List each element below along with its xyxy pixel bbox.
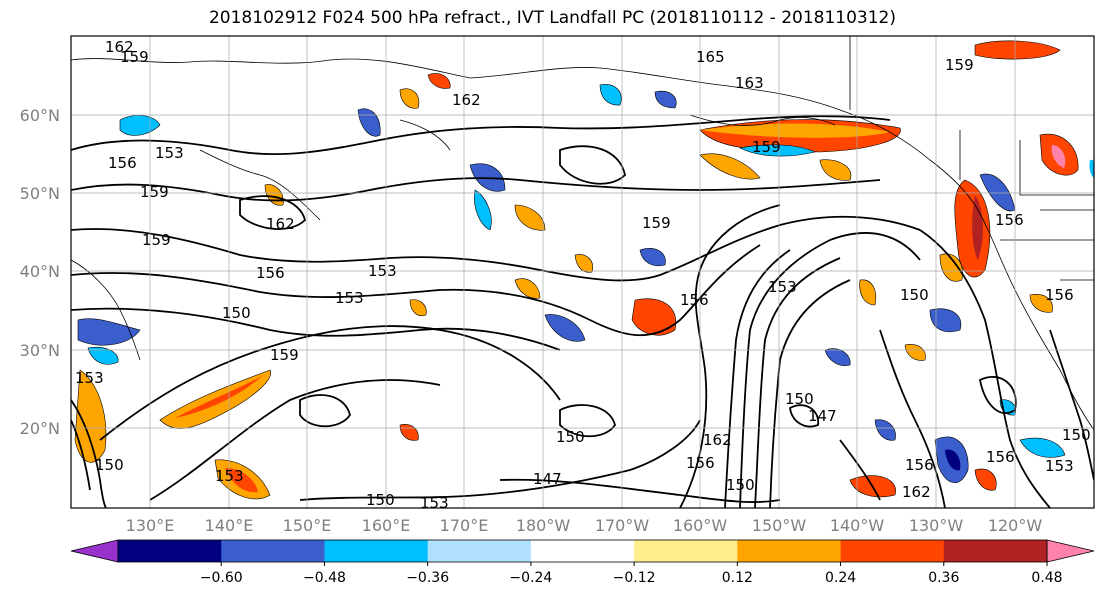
lon-tick-label: 140°E	[205, 516, 254, 535]
contour-label: 162	[452, 91, 481, 109]
lon-tick-label: 150°W	[752, 516, 807, 535]
contour-label: 153	[335, 289, 364, 307]
lon-tick-label: 140°W	[830, 516, 885, 535]
contour-label: 147	[808, 407, 837, 425]
contour-label: 150	[1062, 426, 1091, 444]
contour-label: 162	[703, 431, 732, 449]
colorbar-tick-label: −0.36	[406, 570, 449, 586]
lon-tick-label: 150°E	[283, 516, 332, 535]
map-title: 2018102912 F024 500 hPa refract., IVT La…	[208, 8, 896, 28]
contour-label: 163	[735, 74, 764, 92]
colorbar-extend-low	[70, 539, 119, 563]
contour-label: 150	[726, 476, 755, 494]
contour-label: 153	[155, 144, 184, 162]
colorbar-tick-label: −0.24	[509, 570, 552, 586]
contour-label: 153	[215, 467, 244, 485]
colorbar-segment	[634, 540, 738, 562]
contour-label: 156	[995, 211, 1024, 229]
lon-tick-label: 170°W	[595, 516, 650, 535]
lat-tick-label: 60°N	[20, 106, 60, 125]
colorbar-segment	[427, 540, 532, 562]
contour-label: 150	[556, 428, 585, 446]
lon-tick-label: 130°E	[126, 516, 175, 535]
colorbar-tick-label: 0.48	[1031, 570, 1062, 586]
colorbar-tick-label: 0.12	[722, 570, 753, 586]
colorbar-tick-label: −0.12	[613, 570, 656, 586]
contour-label: 159	[120, 48, 149, 66]
contour-label: 159	[945, 56, 974, 74]
lat-tick-label: 20°N	[20, 419, 60, 438]
contour-label: 153	[368, 262, 397, 280]
lat-tick-label: 30°N	[20, 341, 60, 360]
colorbar-segment	[943, 540, 1048, 562]
contour-label: 150	[900, 286, 929, 304]
contour-layer	[71, 115, 1094, 508]
contour-label: 162	[105, 38, 134, 56]
map-frame	[70, 35, 1095, 509]
colorbar-segment	[840, 540, 945, 562]
coastline-layer	[71, 36, 1094, 431]
lon-tick-label: 160°E	[362, 516, 411, 535]
longitude-axis: 130°E 140°E 150°E 160°E 170°E 180°W 170°…	[126, 516, 1043, 535]
colorbar-tick-label: 0.36	[928, 570, 959, 586]
contour-label: 153	[420, 494, 449, 512]
lat-tick-label: 40°N	[20, 262, 60, 281]
contour-label: 159	[142, 231, 171, 249]
contour-label: 162	[266, 215, 295, 233]
contour-label: 159	[270, 346, 299, 364]
lon-tick-label: 160°W	[673, 516, 728, 535]
colorbar-segment	[118, 540, 222, 562]
contour-label: 153	[768, 278, 797, 296]
colorbar-tick-label: −0.48	[303, 570, 346, 586]
colorbar-extend-high	[1046, 539, 1095, 563]
colorbar-segment	[221, 540, 325, 562]
contour-label: 156	[256, 264, 285, 282]
lon-tick-label: 170°E	[440, 516, 489, 535]
colorbar-segment	[737, 540, 842, 562]
contour-label: 156	[680, 291, 709, 309]
contour-label: 150	[366, 491, 395, 509]
contour-label: 156	[1045, 286, 1074, 304]
lon-tick-label: 120°W	[988, 516, 1043, 535]
contour-label: 153	[75, 369, 104, 387]
contour-label: 156	[108, 154, 137, 172]
contour-label: 150	[785, 390, 814, 408]
contour-label: 156	[905, 456, 934, 474]
colorbar-segment	[530, 540, 635, 562]
colorbar: −0.60 −0.48 −0.36 −0.24 −0.12 0.12 0.24 0.36 0.4…	[70, 539, 1095, 586]
colorbar-tick-label: −0.60	[200, 570, 243, 586]
colorbar-tick-label: 0.24	[825, 570, 856, 586]
contour-label: 165	[696, 48, 725, 66]
graticule	[71, 36, 1094, 508]
contour-label: 156	[986, 448, 1015, 466]
lon-tick-label: 180°W	[516, 516, 571, 535]
contour-label: 150	[222, 304, 251, 322]
latitude-axis: 60°N 50°N 40°N 30°N 20°N	[20, 106, 60, 438]
lon-tick-label: 130°W	[909, 516, 964, 535]
contour-label: 159	[752, 138, 781, 156]
lat-tick-label: 50°N	[20, 184, 60, 203]
colorbar-outline	[117, 539, 1048, 563]
contour-label: 159	[642, 214, 671, 232]
contour-label: 150	[95, 456, 124, 474]
contour-label: 153	[1045, 457, 1074, 475]
contour-label: 162	[902, 483, 931, 501]
contour-label: 156	[686, 454, 715, 472]
contour-label: 159	[140, 183, 169, 201]
contour-label: 147	[533, 470, 562, 488]
colorbar-segment	[324, 540, 429, 562]
contour-labels: 162 159 165 163 162 159 156 153 159 159 …	[75, 38, 1091, 512]
